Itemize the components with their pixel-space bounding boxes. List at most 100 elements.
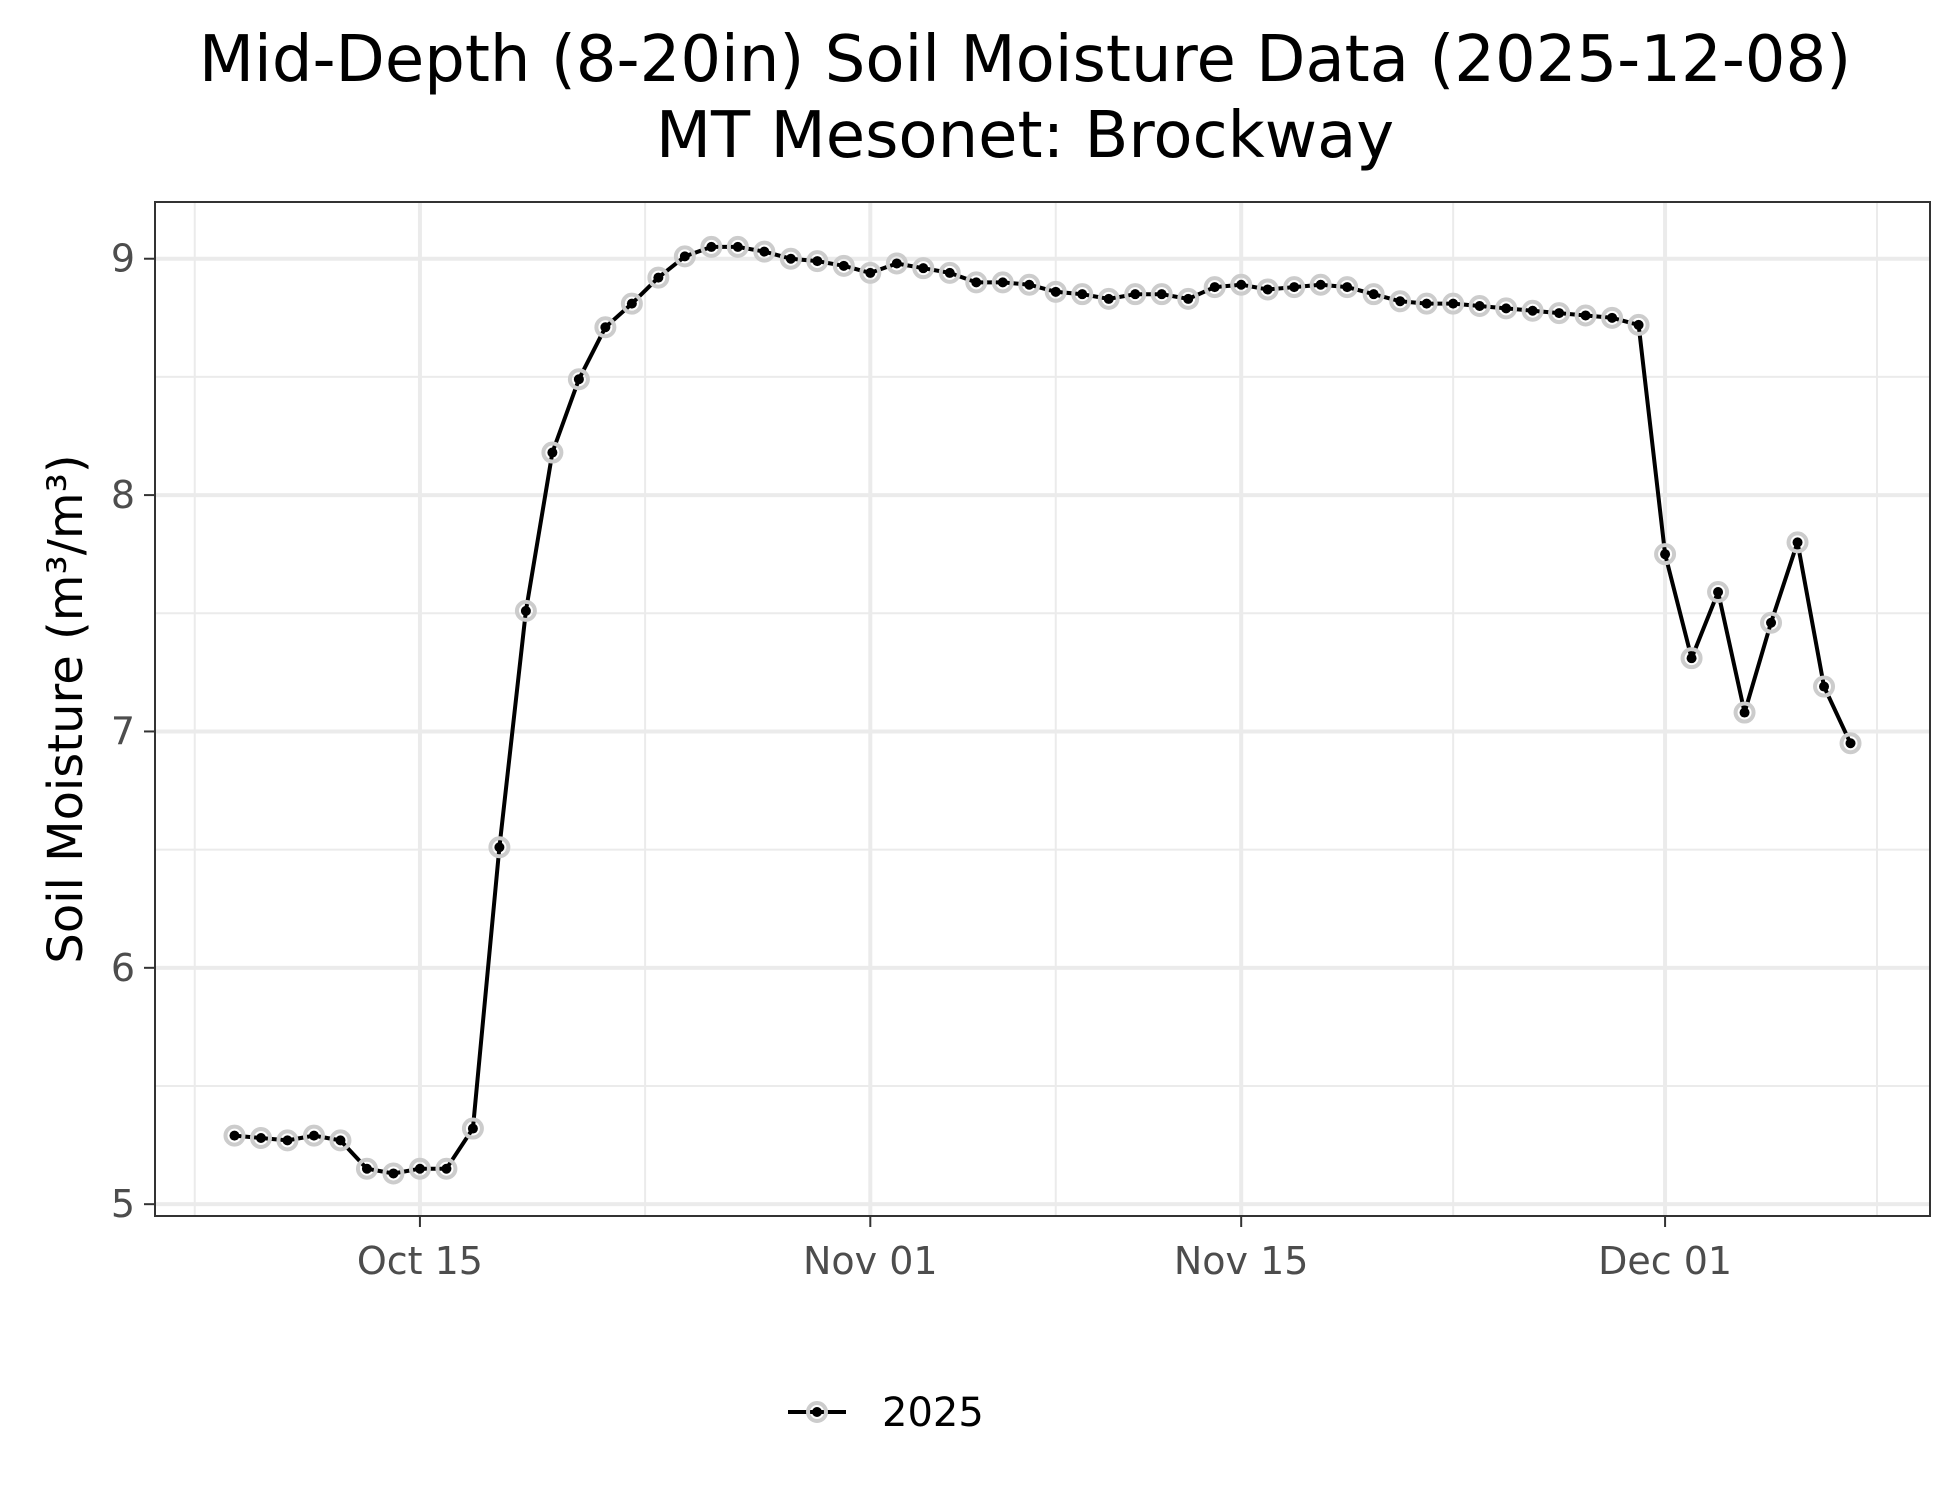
data-point xyxy=(1819,681,1830,692)
data-point-halo xyxy=(276,1129,299,1152)
data-point xyxy=(1130,289,1141,300)
data-point xyxy=(335,1135,346,1146)
data-point-halo xyxy=(1309,273,1332,296)
data-point-halo xyxy=(1283,276,1306,299)
data-point xyxy=(1845,738,1856,749)
data-point xyxy=(520,605,531,616)
data-point xyxy=(1183,293,1194,304)
data-point xyxy=(414,1163,425,1174)
data-point xyxy=(441,1163,452,1174)
data-point xyxy=(1103,293,1114,304)
y-axis-title: Soil Moisture (m³/m³) xyxy=(38,454,94,963)
data-point-halo xyxy=(355,1157,378,1180)
data-point xyxy=(1633,319,1644,330)
data-point xyxy=(1660,549,1671,560)
data-point xyxy=(1289,282,1300,293)
data-point xyxy=(1368,289,1379,300)
data-point-halo xyxy=(1362,283,1385,306)
data-point-halo xyxy=(938,261,961,284)
data-point-halo xyxy=(1442,292,1465,315)
data-point xyxy=(1448,298,1459,309)
data-point xyxy=(1580,310,1591,321)
data-point-halo xyxy=(1256,278,1279,301)
data-point-halo xyxy=(594,316,617,339)
data-point-halo xyxy=(1654,543,1677,566)
data-point-halo xyxy=(541,441,564,464)
data-point-halo xyxy=(1468,295,1491,317)
data-point-halo xyxy=(249,1127,272,1149)
data-point-halo xyxy=(1230,273,1253,296)
data-point-halo xyxy=(1548,302,1571,325)
data-point xyxy=(1236,279,1247,290)
data-point-halo xyxy=(461,1117,484,1140)
data-point-halo xyxy=(1601,306,1624,329)
data-point xyxy=(1342,282,1353,293)
data-point-halo xyxy=(435,1157,458,1180)
data-point-halo xyxy=(514,599,537,622)
data-point xyxy=(838,260,849,271)
data-point xyxy=(812,256,823,267)
data-point xyxy=(1739,707,1750,718)
x-tick-label: Nov 15 xyxy=(1174,1239,1309,1283)
data-point xyxy=(1315,279,1326,290)
data-point-halo xyxy=(488,836,511,859)
data-point-halo xyxy=(1389,290,1412,313)
data-point xyxy=(918,263,929,274)
data-point xyxy=(494,842,505,853)
data-point xyxy=(547,447,558,458)
data-point xyxy=(255,1133,266,1143)
data-point-halo xyxy=(991,271,1014,294)
axis-ticks xyxy=(144,257,1667,1227)
x-tick-label: Oct 15 xyxy=(357,1239,483,1283)
data-point-halo xyxy=(1760,611,1783,634)
y-tick-label: 9 xyxy=(111,237,135,281)
data-point-halo xyxy=(1707,581,1730,603)
data-point xyxy=(971,277,982,288)
series-layer xyxy=(223,235,1862,1185)
data-point xyxy=(1766,617,1777,628)
data-point xyxy=(361,1163,372,1174)
data-point-halo xyxy=(726,235,749,258)
data-point-halo xyxy=(1839,732,1862,755)
data-point xyxy=(891,258,902,269)
data-point xyxy=(865,267,876,278)
data-point-halo xyxy=(912,257,935,280)
data-point xyxy=(1713,587,1724,597)
series-line-2025 xyxy=(234,244,1853,1176)
data-point-halo xyxy=(223,1124,246,1147)
data-point-halo xyxy=(1415,292,1438,315)
y-tick-label: 7 xyxy=(111,709,135,753)
data-point xyxy=(1050,286,1061,297)
data-point-halo xyxy=(1336,276,1359,299)
data-point-halo xyxy=(1018,273,1041,296)
data-point xyxy=(732,241,743,252)
data-point-halo xyxy=(408,1157,431,1180)
data-point-halo xyxy=(1124,283,1147,306)
legend-key-dot xyxy=(812,1407,822,1417)
data-point xyxy=(1395,296,1406,307)
data-point-halo xyxy=(779,247,802,270)
data-point-halo xyxy=(329,1129,352,1152)
chart-title: Mid-Depth (8-20in) Soil Moisture Data (2… xyxy=(198,23,1852,97)
data-point-halo xyxy=(302,1124,325,1147)
y-axis-tick-labels: 5 6 7 8 9 xyxy=(111,237,135,1226)
data-point xyxy=(1607,312,1618,323)
data-point xyxy=(759,246,770,257)
legend: 2025 xyxy=(788,1390,984,1436)
data-point-halo xyxy=(806,250,829,273)
data-point xyxy=(467,1123,478,1134)
data-point-halo xyxy=(859,261,882,284)
data-point-halo xyxy=(647,266,670,289)
data-point xyxy=(785,253,796,264)
data-point xyxy=(308,1130,319,1141)
y-tick-label: 6 xyxy=(111,946,135,990)
data-point xyxy=(679,251,690,262)
data-point xyxy=(997,277,1008,288)
y-tick-label: 8 xyxy=(111,473,135,517)
data-point xyxy=(1554,308,1565,319)
data-point-halo xyxy=(885,252,908,275)
data-point xyxy=(1077,289,1088,300)
data-point-halo xyxy=(965,271,988,294)
data-point xyxy=(1262,284,1273,295)
